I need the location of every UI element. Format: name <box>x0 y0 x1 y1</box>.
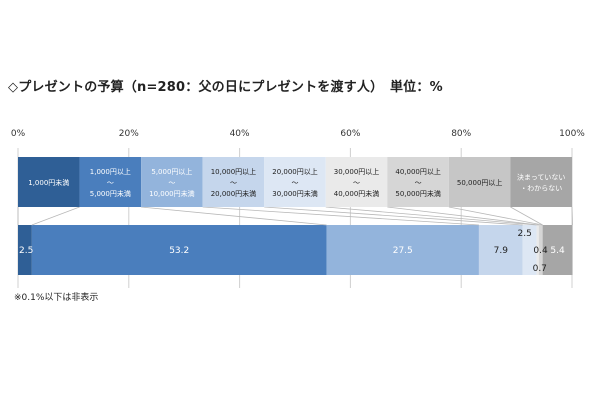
bar-segment <box>536 225 539 275</box>
bar-segment <box>18 225 32 275</box>
legend-label: 〜 <box>107 179 114 187</box>
value-label: 0.4 <box>533 246 548 256</box>
legend-label: ・わからない <box>520 185 562 193</box>
legend-label: 20,000円以上 <box>272 167 318 176</box>
legend-label: 5,000円未満 <box>90 189 131 198</box>
legend-box <box>325 157 388 207</box>
legend-label: 〜 <box>292 179 299 187</box>
legend-label: 1,000円未満 <box>28 178 69 187</box>
legend-label: 〜 <box>230 179 237 187</box>
x-tick-label: 40% <box>230 129 250 139</box>
x-tick-label: 60% <box>340 129 360 139</box>
x-tick-label: 100% <box>559 129 585 139</box>
legend-box <box>387 157 449 207</box>
value-label: 27.5 <box>393 246 413 256</box>
value-label: 2.5 <box>518 229 532 239</box>
x-tick-label: 0% <box>11 129 26 139</box>
connector-line <box>325 206 537 226</box>
legend-label: 〜 <box>168 179 175 187</box>
x-tick-label: 80% <box>451 129 471 139</box>
legend-label: 30,000円未満 <box>272 189 318 198</box>
connector-line <box>448 206 543 226</box>
connector-line <box>202 206 479 226</box>
connector-line <box>571 206 573 226</box>
connector-line <box>141 206 327 226</box>
bar-segment <box>522 225 537 275</box>
legend-label: 30,000円以上 <box>334 167 380 176</box>
connector-line <box>264 206 523 226</box>
connector-line <box>510 206 543 226</box>
legend-label: 決まっていない <box>517 173 565 182</box>
legend-label: 〜 <box>353 179 360 187</box>
bar-segment <box>478 225 523 275</box>
value-label: 5.4 <box>550 246 565 256</box>
chart-footnote: ※0.1%以下は非表示 <box>14 293 99 303</box>
x-tick-label: 20% <box>119 129 139 139</box>
connector-line <box>387 206 539 226</box>
legend-box <box>510 157 572 207</box>
legend-label: 50,000円未満 <box>395 189 441 198</box>
legend-label: 50,000円以上 <box>457 178 503 187</box>
chart-title: ◇プレゼントの予算（n=280：父の日にプレゼントを渡す人） 単位：% <box>8 80 443 95</box>
bar-segment <box>538 225 543 275</box>
legend-box <box>202 157 265 207</box>
value-label: 53.2 <box>169 246 189 256</box>
legend-box <box>79 157 142 207</box>
bar-segment <box>326 225 479 275</box>
value-label: 0.7 <box>533 264 547 274</box>
legend-label: 20,000円未満 <box>211 189 257 198</box>
value-label: 2.5 <box>19 246 33 256</box>
value-label: 7.9 <box>494 246 509 256</box>
legend-box <box>264 157 326 207</box>
bar-segment <box>542 225 573 275</box>
legend-box <box>141 157 203 207</box>
legend-label: 〜 <box>415 179 422 187</box>
legend-box <box>448 157 511 207</box>
legend-label: 40,000円未満 <box>334 189 380 198</box>
bar-segment <box>31 225 327 275</box>
legend-label: 10,000円未満 <box>149 189 195 198</box>
legend-label: 10,000円以上 <box>211 167 257 176</box>
legend-box <box>18 157 80 207</box>
legend-label: 40,000円以上 <box>395 167 441 176</box>
legend-label: 5,000円以上 <box>151 167 192 176</box>
legend-label: 1,000円以上 <box>90 167 131 176</box>
connector-line <box>31 206 80 226</box>
